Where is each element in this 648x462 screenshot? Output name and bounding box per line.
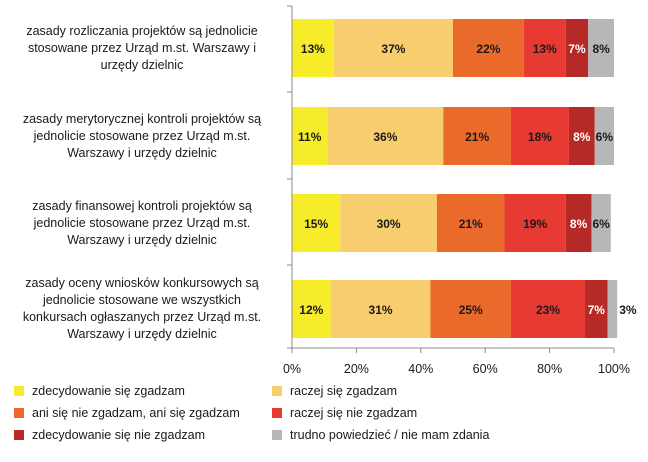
legend-item: raczej się zgadzam [272,384,397,398]
bar-segment [292,107,328,165]
bar-segment [340,194,437,252]
category-label: zasady oceny wniosków konkursowych są jed… [4,275,280,343]
legend-item: ani się nie zgadzam, ani się zgadzam [14,406,240,420]
category-label-line: zasady merytorycznej kontroli projektów … [22,111,262,126]
category-label-line: urzędy dzielnic [100,57,184,72]
legend-label: ani się nie zgadzam, ani się zgadzam [32,406,240,420]
data-label: 7% [568,42,586,56]
category-label: zasady rozliczania projektów są jednolic… [4,23,280,74]
bar-segment [453,19,524,77]
bar-segment [591,194,611,252]
bar-segment [607,280,618,338]
legend-swatch [272,386,282,396]
x-tick-label: 60% [473,362,498,376]
data-label: 6% [592,217,610,231]
category-label-line: jednolicie stosowane we wszystkich [42,293,241,307]
category-label-line: Warszawy i urzędy dzielnic [67,145,217,160]
bar-segment [292,194,341,252]
legend-item: zdecydowanie się zgadzam [14,384,185,398]
data-label: 12% [299,303,323,317]
data-label: 8% [570,217,588,231]
data-label: 8% [573,130,591,144]
category-label-line: zasady finansowej kontroli projektów są [32,198,252,213]
x-tick-label: 40% [408,362,433,376]
x-tick-label: 100% [598,362,630,376]
data-label: 3% [619,303,637,317]
bar-segment [327,107,444,165]
data-label: 21% [459,217,483,231]
legend-item: zdecydowanie się nie zgadzam [14,428,205,442]
bar-segment [565,19,589,77]
data-label: 11% [298,130,322,144]
bar-segment [333,19,453,77]
legend-swatch [14,386,24,396]
data-label: 25% [459,303,483,317]
axes-layer: 0% 20% 40% 60% 80% 100% [283,5,630,376]
bar-segment [523,19,566,77]
legend-item: raczej się nie zgadzam [272,406,417,420]
legend-swatch [14,430,24,440]
legend-label: zdecydowanie się zgadzam [32,384,185,398]
category-label-line: jednolicie stosowane przez Urząd m.st. [33,128,251,143]
data-label: 13% [301,42,325,56]
bars-layer: 13% 37% 22% 13% 7% 8% 11% 36% 21% 18% 8% 6% 15% 30% 21… [292,19,637,338]
bar-segment [292,280,331,338]
data-label: 21% [465,130,489,144]
category-label: zasady merytorycznej kontroli projektów … [4,111,280,162]
data-label: 18% [528,130,552,144]
data-label: 30% [377,217,401,231]
legend-label: zdecydowanie się nie zgadzam [32,428,206,442]
bar-segment [588,19,614,77]
bar-segment [585,280,608,338]
data-label: 7% [588,303,606,317]
category-label-line: konkursach ogłaszanych przez Urząd m.st. [22,310,262,324]
data-label: 8% [592,42,610,56]
legend-item: trudno powiedzieć / nie mam zdania [272,428,489,442]
legend-swatch [14,408,24,418]
x-tick-label: 80% [537,362,562,376]
legend-label: raczej się nie zgadzam [290,406,418,420]
legend-swatch [272,430,282,440]
data-label: 13% [533,42,557,56]
x-tick-label: 20% [344,362,369,376]
bar-segment [436,194,505,252]
data-label: 6% [596,130,614,144]
legend-label: trudno powiedzieć / nie mam zdania [290,428,490,442]
category-label-line: jednolicie stosowane przez Urząd m.st. [33,215,251,230]
bar-segment [292,19,334,77]
data-label: 22% [476,42,500,56]
data-label: 31% [369,303,393,317]
bar-segment [568,107,595,165]
legend-swatch [272,408,282,418]
bar-segment [330,280,431,338]
bar-segment [565,194,592,252]
bar-segment [594,107,614,165]
x-tick-label: 0% [283,362,301,376]
category-label-line: Warszawy i urzędy dzielnic [67,232,217,247]
data-label: 37% [381,42,405,56]
data-label: 19% [523,217,547,231]
category-label-line: stosowane przez Urząd m.st. Warszawy i [27,40,257,55]
category-label: zasady finansowej kontroli projektów są j… [4,198,280,249]
data-label: 15% [304,217,328,231]
category-label-line: Warszawy i urzędy dzielnic [67,327,217,341]
bar-segment [510,107,569,165]
category-label-line: zasady oceny wniosków konkursowych są [25,276,259,290]
bar-segment [430,280,511,338]
legend-label: raczej się zgadzam [290,384,397,398]
bar-segment [510,280,586,338]
bar-segment [443,107,511,165]
category-label-line: zasady rozliczania projektów są jednolic… [26,23,258,38]
data-label: 23% [536,303,560,317]
bar-segment [504,194,566,252]
data-label: 36% [373,130,397,144]
